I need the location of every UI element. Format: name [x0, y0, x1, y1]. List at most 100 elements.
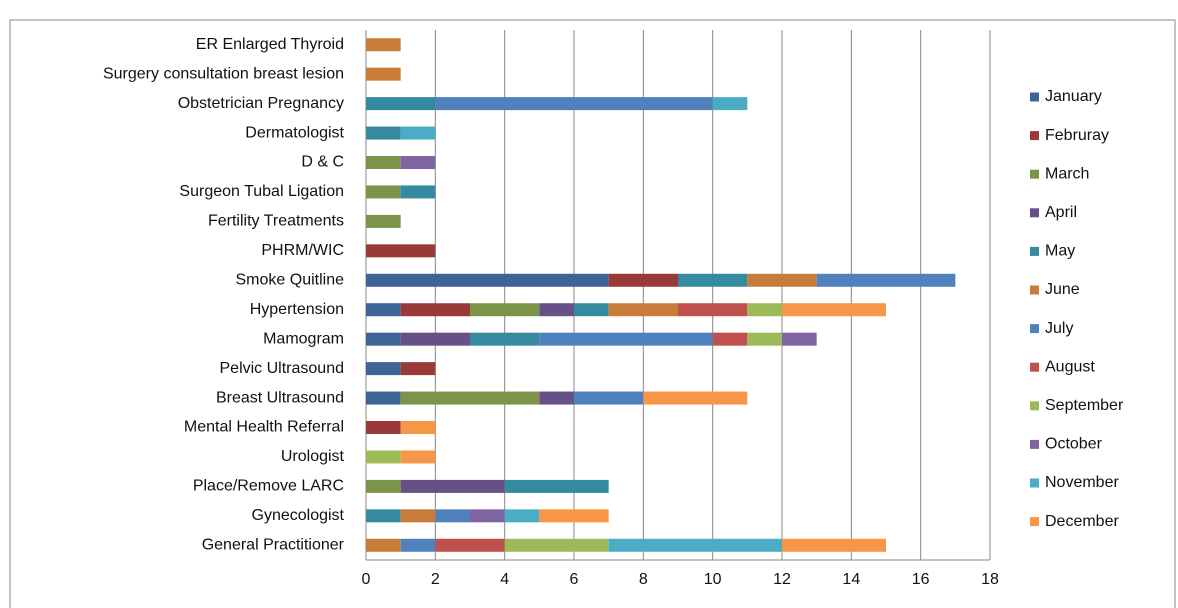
y-tick-label: Pelvic Ultrasound [220, 360, 345, 377]
bar-segment [400, 303, 470, 317]
bar-segment [366, 185, 401, 199]
bar-segment [400, 391, 540, 405]
bar-segment [643, 391, 748, 405]
bar-segment [400, 450, 436, 464]
y-tick-label: PHRM/WIC [261, 242, 344, 259]
y-tick-label: Fertility Treatments [208, 213, 344, 230]
legend-label: November [1045, 474, 1119, 491]
legend-swatch [1030, 401, 1039, 411]
bar-segment [366, 156, 401, 169]
bar-segment [747, 332, 782, 346]
bar-segment [608, 273, 678, 287]
y-tick-label: Breast Ultrasound [216, 389, 344, 406]
y-tick-label: Mamogram [263, 330, 344, 347]
bar-segment [782, 332, 817, 346]
legend-swatch [1030, 92, 1039, 102]
x-tick-label: 4 [500, 571, 509, 588]
bar-segment [366, 509, 401, 523]
bar-segment [470, 332, 540, 346]
bar-segment [366, 362, 401, 376]
bar-segment [504, 479, 609, 493]
legend-label: October [1045, 436, 1103, 453]
bar-segment [470, 303, 540, 317]
bar-segment [366, 244, 436, 258]
y-tick-label: Obstetrician Pregnancy [178, 95, 344, 112]
bar-segment [539, 391, 574, 405]
bar-segment [782, 303, 886, 317]
y-tick-label: Smoke Quitline [236, 271, 345, 288]
bar-segment [678, 273, 748, 287]
legend-label: June [1045, 281, 1080, 298]
legend-label: July [1045, 320, 1073, 337]
bar-segment [366, 450, 401, 464]
y-tick-label: D & C [301, 154, 344, 171]
y-tick-label: Surgery consultation breast lesion [103, 65, 344, 82]
x-tick-label: 6 [570, 571, 579, 588]
bar-segment [366, 97, 436, 111]
x-tick-label: 16 [912, 571, 930, 588]
legend-swatch [1030, 517, 1039, 527]
bar-segment [400, 126, 436, 140]
legend-swatch [1030, 131, 1039, 141]
bar-segment [504, 509, 540, 523]
bar-segment [747, 303, 782, 317]
x-tick-label: 0 [362, 571, 371, 588]
legend-swatch [1030, 324, 1039, 334]
bar-segment [435, 509, 470, 523]
bar-segment [400, 156, 436, 169]
legend-swatch [1030, 285, 1039, 295]
bar-segment [366, 421, 401, 434]
y-tick-label: General Practitioner [202, 536, 345, 553]
bar-segment [608, 538, 782, 552]
bar-segment [400, 479, 505, 493]
bar-segment [400, 538, 436, 552]
bar-segment [504, 538, 609, 552]
bar-segment [470, 509, 505, 523]
bar-segment [400, 185, 436, 199]
x-tick-label: 18 [981, 571, 999, 588]
bar-segment [400, 362, 436, 376]
bar-segment [816, 273, 956, 287]
legend-swatch [1030, 169, 1039, 179]
x-tick-label: 14 [842, 571, 860, 588]
legend-swatch [1030, 362, 1039, 372]
legend-label: September [1045, 397, 1124, 414]
bar-segment [747, 273, 817, 287]
x-tick-label: 12 [773, 571, 791, 588]
y-tick-label: Place/Remove LARC [193, 478, 344, 495]
x-tick-label: 10 [704, 571, 722, 588]
bar-segment [435, 97, 713, 111]
legend-label: January [1045, 88, 1102, 105]
bar-segment [400, 421, 436, 434]
x-tick-label: 2 [431, 571, 440, 588]
bar-segment [366, 538, 401, 552]
bar-segment [366, 332, 401, 346]
legend-swatch [1030, 246, 1039, 256]
x-tick-label: 8 [639, 571, 648, 588]
legend-swatch [1030, 208, 1039, 218]
y-tick-label: Hypertension [250, 301, 344, 318]
bar-segment [608, 303, 678, 317]
bar-segment [366, 303, 401, 317]
bar-segment [366, 38, 401, 52]
y-tick-label: Dermatologist [245, 124, 344, 141]
bar-segment [366, 126, 401, 140]
bar-segment [712, 332, 748, 346]
bar-segment [712, 97, 748, 111]
y-tick-label: Surgeon Tubal Ligation [179, 183, 344, 200]
bar-segment [574, 391, 644, 405]
bar-segment [400, 332, 470, 346]
bar-segment [678, 303, 748, 317]
bar-segment [366, 214, 401, 228]
bar-segment [366, 273, 609, 287]
bar-segment [574, 303, 609, 317]
bar-segment [366, 391, 401, 405]
legend-label: March [1045, 165, 1089, 182]
legend-label: Februray [1045, 127, 1109, 144]
legend-label: December [1045, 513, 1119, 530]
bar-segment [435, 538, 505, 552]
bar-segment [539, 303, 574, 317]
legend-label: May [1045, 243, 1075, 260]
bar-segment [539, 509, 609, 523]
